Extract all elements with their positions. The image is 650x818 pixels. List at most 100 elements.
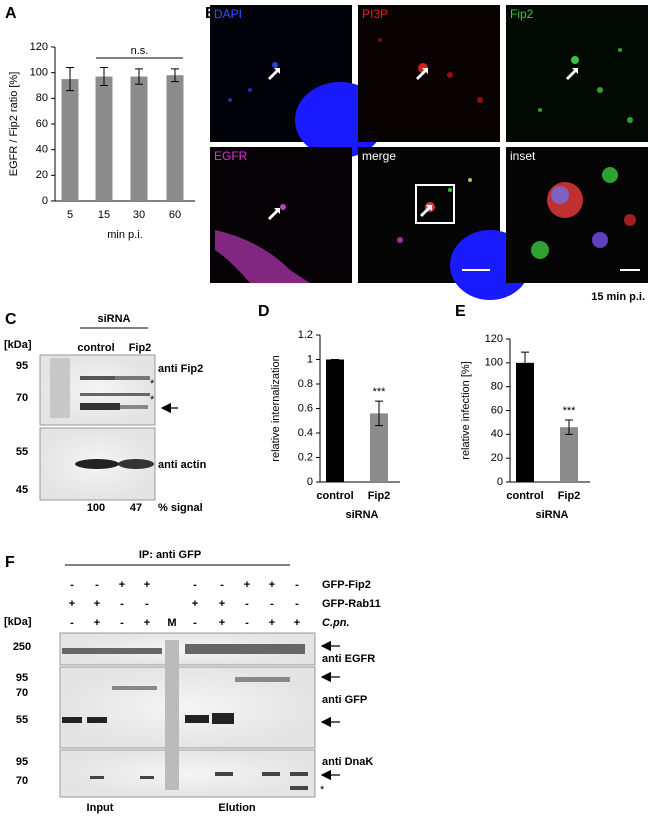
x-axis-label: siRNA: [535, 509, 568, 521]
bar: [95, 76, 113, 201]
antibody: anti DnaK: [322, 756, 373, 768]
sign: -: [70, 617, 74, 629]
sign: -: [220, 579, 224, 591]
sign: -: [270, 598, 274, 610]
x-tick-label: 5: [67, 209, 73, 221]
x-axis-label: siRNA: [345, 509, 378, 521]
bar: [370, 413, 388, 482]
asterisk: *: [150, 394, 155, 406]
unit: [kDa]: [4, 616, 32, 628]
marker-lane: M: [167, 617, 176, 629]
error-bar: [171, 68, 179, 83]
sign: -: [120, 617, 124, 629]
y-tick-label: 100: [485, 357, 503, 369]
sign: +: [269, 579, 275, 591]
sign: -: [245, 617, 249, 629]
asterisk: *: [320, 784, 325, 796]
sign: +: [144, 579, 150, 591]
title: IP: anti GFP: [139, 549, 201, 561]
y-tick-label: 0: [42, 195, 48, 207]
y-tick-label: 0: [497, 476, 503, 488]
mw-marker: 70: [16, 392, 28, 404]
mw-marker: 45: [16, 484, 28, 496]
bar: [166, 75, 184, 201]
y-tick-label: 0.2: [298, 451, 313, 463]
error-bar: [521, 351, 529, 375]
mw-marker: 55: [16, 714, 28, 726]
lane-label: control: [77, 342, 114, 354]
y-tick-label: 40: [491, 428, 503, 440]
lane-label: Fip2: [129, 342, 152, 354]
y-tick-label: 1.2: [298, 329, 313, 341]
annotation: ***: [563, 405, 577, 417]
sign: +: [69, 598, 75, 610]
annotation: n.s.: [131, 45, 149, 57]
sign: +: [294, 617, 300, 629]
blot-f: [59, 632, 316, 798]
y-tick-label: 20: [36, 169, 48, 181]
panel-label: D: [258, 303, 270, 320]
mw-marker: 70: [16, 687, 28, 699]
bar: [61, 79, 79, 201]
y-tick-label: 0.8: [298, 378, 313, 390]
sign: -: [193, 617, 197, 629]
channel-label: inset: [510, 149, 536, 163]
sign: +: [219, 617, 225, 629]
time-label: 15 min p.i.: [591, 291, 645, 303]
error-bar: [135, 68, 143, 85]
sign: +: [219, 598, 225, 610]
error-bar: [100, 67, 108, 86]
x-axis-label: min p.i.: [107, 229, 142, 241]
signal-label: % signal: [158, 502, 203, 514]
panel-label: F: [5, 554, 15, 571]
antibody: anti EGFR: [322, 653, 375, 665]
y-axis-label: EGFR / Fip2 ratio [%]: [8, 72, 20, 177]
bar: [130, 76, 148, 201]
bar: [560, 427, 578, 482]
y-tick-label: 0.4: [298, 427, 313, 439]
sign: -: [145, 598, 149, 610]
y-tick-label: 1: [307, 353, 313, 365]
x-tick-label: 15: [98, 209, 110, 221]
group: Input: [87, 802, 114, 814]
channel-label: EGFR: [214, 149, 248, 163]
arrows: [160, 402, 340, 781]
mw-marker: 95: [16, 756, 28, 768]
error-bar: [565, 419, 573, 435]
y-tick-label: 60: [36, 118, 48, 130]
x-tick-label: Fip2: [368, 490, 391, 502]
mw-marker: 95: [16, 672, 28, 684]
y-tick-label: 20: [491, 452, 503, 464]
bar: [326, 359, 344, 482]
y-tick-label: 0: [307, 476, 313, 488]
sign: -: [295, 579, 299, 591]
sign: +: [192, 598, 198, 610]
error-bar: [66, 67, 74, 92]
condition: C.pn.: [322, 617, 350, 629]
y-tick-label: 80: [36, 92, 48, 104]
antibody: anti actin: [158, 459, 207, 471]
condition: GFP-Rab11: [322, 598, 381, 610]
panel-label: B: [205, 5, 217, 22]
sign: -: [120, 598, 124, 610]
sign: +: [119, 579, 125, 591]
mw-marker: 95: [16, 360, 28, 372]
x-tick-label: 30: [133, 209, 145, 221]
bar: [516, 362, 534, 482]
y-tick-label: 120: [30, 41, 48, 53]
x-tick-label: Fip2: [558, 490, 581, 502]
y-tick-label: 120: [485, 333, 503, 345]
condition: GFP-Fip2: [322, 579, 371, 591]
unit: [kDa]: [4, 339, 32, 351]
group: Elution: [218, 802, 256, 814]
antibody: anti GFP: [322, 694, 367, 706]
panel-label: E: [455, 303, 466, 320]
sign: +: [144, 617, 150, 629]
channel-label: Fip2: [510, 7, 534, 21]
micrographs: [210, 5, 648, 300]
sign: -: [245, 598, 249, 610]
mw-marker: 250: [13, 641, 31, 653]
mw-marker: 70: [16, 775, 28, 787]
asterisk: *: [150, 378, 155, 390]
